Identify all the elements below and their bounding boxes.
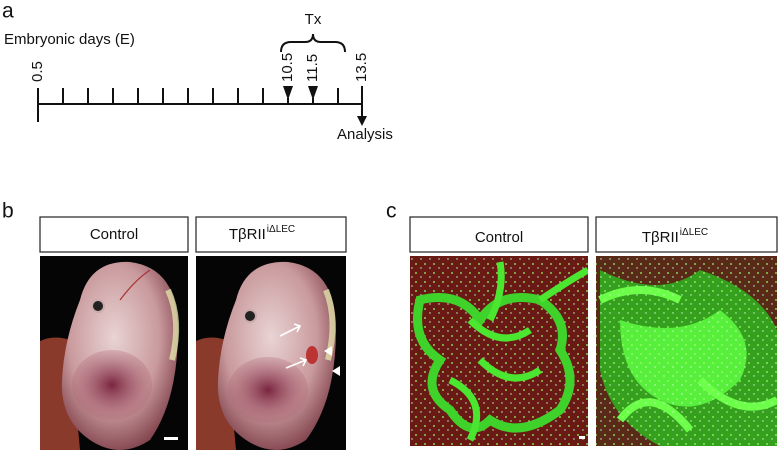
tick-label: 10.5 (279, 53, 296, 82)
column-header (409, 216, 589, 253)
microscopy-image (596, 256, 777, 446)
column-header (195, 216, 347, 253)
title-superscript: iΔLEC (267, 224, 295, 235)
tick-label: 11.5 (304, 54, 321, 82)
embryo-image (196, 256, 346, 450)
tick-label: 0.5 (29, 61, 46, 82)
brace (280, 33, 346, 53)
title-text: TβRII (229, 226, 266, 243)
axis-title: Embryonic days (E) (4, 31, 135, 48)
column-header (39, 216, 189, 253)
column-header (595, 216, 778, 253)
endpoint-label: Analysis (337, 126, 393, 143)
column-title: TβRIIiΔLEC (642, 227, 708, 246)
column-title: TβRIIiΔLEC (229, 224, 295, 243)
panel-label: a (2, 0, 14, 23)
tick-label: 13.5 (353, 53, 370, 82)
title-superscript: iΔLEC (680, 227, 708, 238)
treatment-label: Tx (305, 11, 322, 28)
panel-label: b (2, 200, 14, 223)
title-text: TβRII (642, 229, 679, 246)
column-title: Control (90, 226, 138, 243)
embryo-image (40, 256, 188, 450)
microscopy-image (410, 256, 588, 446)
panel-label: c (386, 200, 397, 223)
timeline (37, 86, 367, 126)
column-title: Control (475, 229, 523, 246)
